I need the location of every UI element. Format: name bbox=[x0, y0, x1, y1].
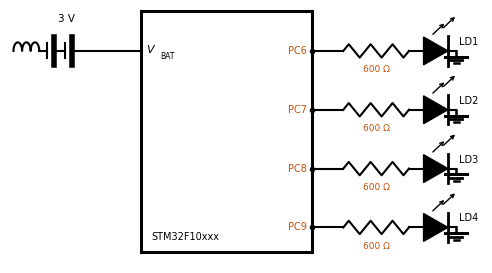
Text: 600 Ω: 600 Ω bbox=[363, 124, 390, 133]
Polygon shape bbox=[424, 37, 448, 65]
Text: PC7: PC7 bbox=[288, 105, 307, 115]
Text: PC8: PC8 bbox=[288, 164, 307, 174]
Text: 3 V: 3 V bbox=[58, 14, 74, 24]
Text: PC6: PC6 bbox=[288, 46, 307, 56]
Text: STM32F10xxx: STM32F10xxx bbox=[151, 232, 219, 242]
Polygon shape bbox=[424, 213, 448, 241]
Text: V: V bbox=[146, 44, 154, 55]
Text: LD2: LD2 bbox=[459, 96, 478, 106]
Text: 600 Ω: 600 Ω bbox=[363, 65, 390, 74]
Text: 600 Ω: 600 Ω bbox=[363, 242, 390, 251]
Text: LD4: LD4 bbox=[459, 213, 478, 223]
Text: LD1: LD1 bbox=[459, 37, 478, 47]
Text: 600 Ω: 600 Ω bbox=[363, 183, 390, 192]
Text: LD3: LD3 bbox=[459, 155, 478, 165]
Polygon shape bbox=[424, 155, 448, 182]
Bar bbox=[141, 11, 311, 251]
Text: BAT: BAT bbox=[160, 52, 174, 61]
Text: PC9: PC9 bbox=[288, 222, 307, 232]
Polygon shape bbox=[424, 96, 448, 124]
